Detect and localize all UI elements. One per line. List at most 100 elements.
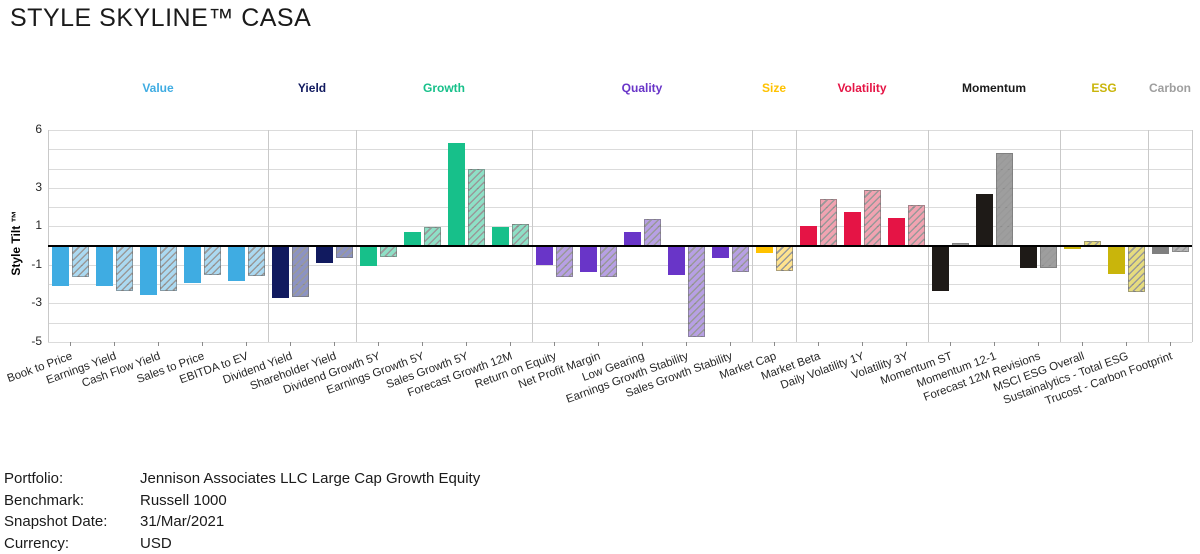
group-separator-volatility	[928, 130, 929, 342]
page-title: STYLE SKYLINE™ CASA	[10, 4, 312, 32]
bar-hatched-sustainalytics-total-esg	[1127, 245, 1145, 292]
x-tick-sustainalytics-total-esg	[1126, 342, 1127, 346]
category-header-value: Value	[142, 81, 174, 95]
category-header-quality: Quality	[621, 81, 663, 95]
group-separator-esg	[1148, 130, 1149, 342]
bar-solid-forecast-growth-12m	[491, 227, 509, 246]
info-row-snapshot-date: Snapshot Date: 31/Mar/2021	[4, 511, 480, 533]
y-tick-label-3: 3	[35, 179, 42, 194]
bar-solid-earnings-yield	[95, 245, 113, 287]
bar-hatched-sales-growth-5y	[467, 168, 485, 246]
gridline--5	[48, 342, 1192, 343]
bar-solid-dividend-yield	[271, 245, 289, 298]
x-tick-market-cap	[774, 342, 775, 346]
bar-solid-trucost-carbon-footprint	[1151, 245, 1169, 255]
category-header-growth: Growth	[423, 81, 465, 95]
y-tick-label-1: 1	[35, 218, 42, 233]
x-tick-return-on-equity	[554, 342, 555, 346]
bar-hatched-dividend-growth-5y	[379, 245, 397, 258]
bar-hatched-low-gearing	[643, 218, 661, 246]
bar-hatched-volatility-3y	[907, 205, 925, 246]
bar-hatched-earnings-growth-5y	[423, 227, 441, 246]
bar-solid-low-gearing	[623, 232, 641, 246]
bar-solid-earnings-growth-stability	[667, 245, 685, 275]
x-tick-daily-volatility-1y	[862, 342, 863, 346]
bar-solid-book-to-price	[51, 245, 69, 287]
info-label: Benchmark:	[4, 491, 85, 509]
bar-hatched-forecast-12m-revisions	[1039, 245, 1057, 268]
y-tick-label--5: -5	[31, 334, 42, 348]
gridline--1	[48, 264, 1192, 266]
info-row-currency: Currency: USD	[4, 533, 480, 554]
bar-hatched-return-on-equity	[555, 245, 573, 278]
category-header-volatility: Volatility	[837, 81, 887, 95]
category-header-carbon: Carbon	[1149, 81, 1191, 95]
x-tick-trucost-carbon-footprint	[1170, 342, 1171, 346]
x-tick-market-beta	[818, 342, 819, 346]
x-tick-forecast-growth-12m	[510, 342, 511, 346]
bar-hatched-shareholder-yield	[335, 245, 353, 259]
bar-solid-momentum-st	[931, 245, 949, 291]
bar-hatched-ebitda-to-ev	[247, 245, 265, 277]
x-tick-msci-esg-overall	[1082, 342, 1083, 346]
bar-solid-ebitda-to-ev	[227, 245, 245, 282]
style-skyline-chart: Style Tilt ™ 6 3 1 -1 -3 -5 Value Book to Price…	[6, 81, 1193, 408]
bar-hatched-earnings-yield	[115, 245, 133, 291]
x-tick-earnings-growth-5y	[422, 342, 423, 346]
x-tick-forecast-12m-revisions	[1038, 342, 1039, 346]
bar-solid-msci-esg-overall	[1063, 245, 1081, 249]
y-tick-label--1: -1	[31, 256, 42, 271]
x-tick-momentum-st	[950, 342, 951, 346]
bar-hatched-forecast-growth-12m	[511, 224, 529, 246]
bar-solid-momentum-12-1	[975, 193, 993, 246]
bar-solid-earnings-growth-5y	[403, 232, 421, 246]
bar-solid-return-on-equity	[535, 245, 553, 265]
info-value: 31/Mar/2021	[140, 513, 225, 530]
bar-solid-shareholder-yield	[315, 245, 333, 263]
x-tick-low-gearing	[642, 342, 643, 346]
x-tick-sales-growth-5y	[466, 342, 467, 346]
bar-solid-net-profit-margin	[579, 245, 597, 272]
group-separator-carbon	[1192, 130, 1193, 342]
bar-hatched-cash-flow-yield	[159, 245, 177, 291]
group-separator-growth	[532, 130, 533, 342]
bar-hatched-sales-to-price	[203, 245, 221, 275]
info-value: Jennison Associates LLC Large Cap Growth…	[140, 470, 481, 487]
bar-hatched-book-to-price	[71, 245, 89, 278]
info-label: Portfolio:	[4, 470, 64, 487]
info-value: USD	[140, 534, 172, 552]
x-tick-volatility-3y	[906, 342, 907, 346]
y-axis-title: Style Tilt ™	[9, 210, 23, 276]
x-tick-sales-to-price	[202, 342, 203, 346]
x-tick-sales-growth-stability	[730, 342, 731, 346]
gridline--3	[48, 303, 1192, 305]
info-row-benchmark: Benchmark: Russell 1000	[4, 490, 480, 512]
bar-solid-cash-flow-yield	[139, 245, 157, 295]
gridline-4	[48, 168, 1192, 170]
x-tick-dividend-yield	[290, 342, 291, 346]
bar-solid-sales-to-price	[183, 245, 201, 284]
gridline-6	[48, 130, 1192, 131]
bar-solid-sustainalytics-total-esg	[1107, 245, 1125, 274]
bar-hatched-market-beta	[819, 199, 837, 246]
bar-hatched-earnings-growth-stability	[687, 245, 705, 338]
bar-solid-daily-volatility-1y	[843, 211, 861, 246]
gridline--2	[48, 284, 1192, 286]
x-tick-shareholder-yield	[334, 342, 335, 346]
bar-solid-sales-growth-5y	[447, 143, 465, 246]
gridline-2	[48, 207, 1192, 209]
bar-solid-forecast-12m-revisions	[1019, 245, 1037, 268]
bar-hatched-market-cap	[775, 245, 793, 271]
group-separator-value	[268, 130, 269, 342]
bar-solid-sales-growth-stability	[711, 245, 729, 259]
group-separator-momentum	[1060, 130, 1061, 342]
x-tick-momentum-12-1	[994, 342, 995, 346]
x-tick-earnings-yield	[114, 342, 115, 346]
plot-left-border	[48, 130, 49, 342]
category-header-yield: Yield	[297, 81, 327, 95]
group-separator-quality	[752, 130, 753, 342]
bar-hatched-daily-volatility-1y	[863, 189, 881, 246]
x-tick-book-to-price	[70, 342, 71, 346]
x-tick-cash-flow-yield	[158, 342, 159, 346]
